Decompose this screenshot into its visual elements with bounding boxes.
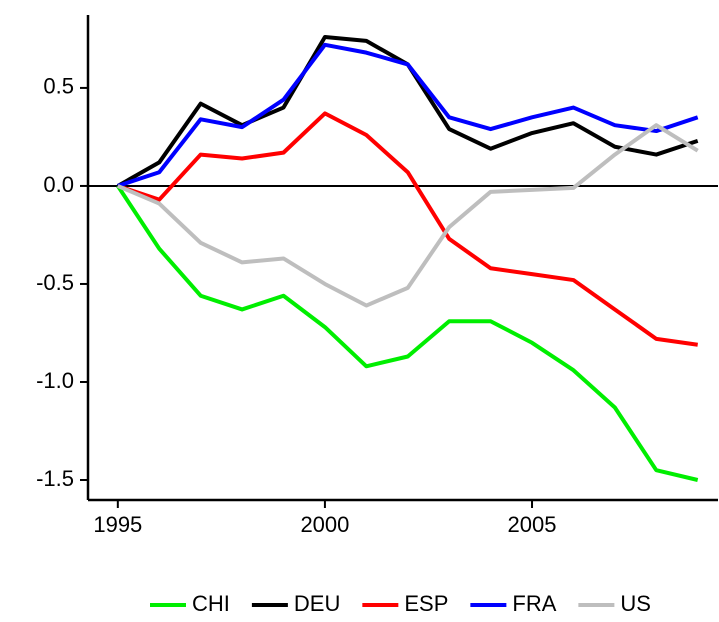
series-line (117, 123, 699, 308)
legend-label: FRA (512, 591, 556, 616)
legend-label: CHI (192, 591, 230, 616)
x-tick-label: 1995 (93, 512, 142, 537)
legend-label: DEU (294, 591, 340, 616)
x-tick-label: 2000 (300, 512, 349, 537)
y-tick-label: -1.0 (36, 368, 74, 393)
y-tick-label: -0.5 (36, 270, 74, 295)
series-line (116, 34, 699, 188)
series-line (116, 184, 699, 482)
series-line (117, 42, 699, 188)
series-line (117, 111, 698, 347)
legend-label: US (620, 591, 651, 616)
legend-label: ESP (404, 591, 448, 616)
y-tick-label: 0.5 (43, 74, 74, 99)
x-tick-label: 2005 (508, 512, 557, 537)
y-tick-label: -1.5 (36, 466, 74, 491)
y-tick-label: 0.0 (43, 172, 74, 197)
